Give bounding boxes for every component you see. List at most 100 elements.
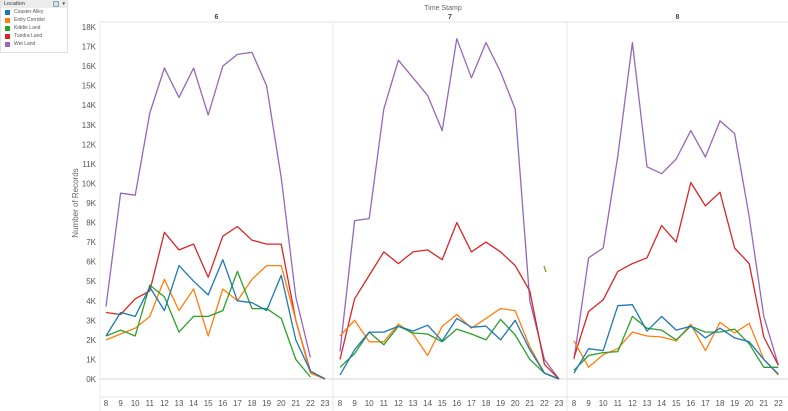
x-tick-label: 11 — [146, 399, 155, 408]
y-tick-label: 12K — [82, 140, 97, 149]
color-legend: Location ▾ Coaster Alley Entry Corridor Ki… — [0, 0, 68, 53]
series-line-coaster-alley — [339, 317, 560, 380]
series-line-entry-corridor — [339, 307, 560, 380]
stray-mark — [543, 265, 547, 273]
legend-item[interactable]: Coaster Alley — [1, 8, 67, 16]
panel-header: 7 — [448, 14, 452, 21]
x-tick-label: 14 — [189, 399, 198, 408]
legend-item[interactable]: Kiddie Land — [1, 24, 67, 32]
y-tick-label: 15K — [82, 82, 97, 91]
x-tick-label: 17 — [233, 399, 242, 408]
x-tick-label: 20 — [745, 399, 754, 408]
x-tick-label: 15 — [204, 399, 213, 408]
highlight-pen-icon[interactable] — [53, 1, 59, 7]
legend-label: Coaster Alley — [14, 9, 44, 15]
y-tick-label: 7K — [86, 238, 96, 247]
x-tick-label: 12 — [394, 399, 403, 408]
x-tick-label: 11 — [614, 399, 623, 408]
y-tick-label: 17K — [82, 43, 97, 52]
x-tick-label: 9 — [586, 399, 591, 408]
x-tick-label: 17 — [701, 399, 710, 408]
y-tick-label: 0K — [86, 375, 96, 384]
legend-label: Entry Corridor — [14, 17, 46, 23]
y-tick-label: 9K — [86, 199, 96, 208]
legend-item[interactable]: Wet Land — [1, 40, 67, 48]
legend-swatch — [5, 25, 10, 31]
x-tick-label: 13 — [175, 399, 184, 408]
y-tick-label: 16K — [82, 62, 97, 71]
x-tick-label: 14 — [423, 399, 432, 408]
series-line-wet-land — [339, 38, 560, 380]
x-tick-label: 13 — [643, 399, 652, 408]
x-tick-label: 23 — [555, 399, 564, 408]
series-line-tundra-land — [339, 221, 560, 380]
y-tick-label: 5K — [86, 277, 96, 286]
x-tick-label: 21 — [759, 399, 768, 408]
series-line-kiddie-land — [105, 270, 311, 378]
legend-label: Wet Land — [14, 41, 36, 47]
series-line-tundra-land — [105, 225, 326, 380]
legend-menu-chevron-icon[interactable]: ▾ — [62, 1, 65, 7]
x-tick-label: 14 — [657, 399, 666, 408]
x-tick-label: 9 — [352, 399, 357, 408]
x-tick-label: 20 — [511, 399, 520, 408]
series-line-kiddie-land — [339, 318, 560, 380]
y-tick-label: 2K — [86, 336, 96, 345]
y-tick-label: 13K — [82, 121, 97, 130]
legend-swatch — [5, 17, 10, 23]
y-axis-label: Number of Records — [71, 168, 80, 237]
x-tick-label: 15 — [438, 399, 447, 408]
x-tick-label: 8 — [572, 399, 577, 408]
x-tick-label: 12 — [160, 399, 169, 408]
legend-label: Kiddie Land — [14, 25, 41, 31]
x-tick-label: 21 — [525, 399, 534, 408]
legend-title: Location ▾ — [1, 0, 67, 8]
x-tick-label: 21 — [291, 399, 300, 408]
legend-item[interactable]: Entry Corridor — [1, 16, 67, 24]
x-tick-label: 23 — [321, 399, 330, 408]
legend-swatch — [5, 41, 10, 47]
x-tick-label: 10 — [365, 399, 374, 408]
y-tick-label: 14K — [82, 101, 97, 110]
series-line-wet-land — [573, 41, 780, 366]
x-tick-label: 19 — [496, 399, 505, 408]
x-tick-label: 18 — [482, 399, 491, 408]
column-header-title: Time Stamp — [424, 5, 462, 12]
series-line-wet-land — [105, 51, 312, 358]
y-tick-label: 4K — [86, 297, 96, 306]
x-tick-label: 13 — [409, 399, 418, 408]
legend-item[interactable]: Tundra Land — [1, 32, 67, 40]
y-tick-label: 8K — [86, 219, 96, 228]
x-tick-label: 10 — [131, 399, 140, 408]
x-tick-label: 22 — [306, 399, 315, 408]
y-tick-label: 10K — [82, 179, 97, 188]
x-tick-label: 16 — [452, 399, 461, 408]
y-tick-label: 11K — [82, 160, 96, 169]
x-tick-label: 16 — [686, 399, 695, 408]
series-line-coaster-alley — [573, 304, 779, 375]
x-tick-label: 9 — [118, 399, 123, 408]
legend-label: Tundra Land — [14, 33, 43, 39]
y-tick-label: 6K — [86, 258, 96, 267]
panel-header: 6 — [215, 14, 219, 21]
x-tick-label: 12 — [628, 399, 637, 408]
y-tick-label: 18K — [82, 23, 97, 32]
legend-swatch — [5, 33, 10, 39]
panel-header: 8 — [676, 14, 680, 21]
series-line-tundra-land — [573, 181, 779, 366]
x-tick-label: 15 — [672, 399, 681, 408]
legend-swatch — [5, 9, 10, 15]
x-tick-label: 18 — [716, 399, 725, 408]
y-tick-label: 3K — [86, 316, 96, 325]
x-tick-label: 11 — [380, 399, 389, 408]
x-tick-label: 10 — [599, 399, 608, 408]
x-tick-label: 19 — [730, 399, 739, 408]
series-line-kiddie-land — [573, 315, 779, 371]
series-line-coaster-alley — [105, 259, 326, 380]
x-tick-label: 19 — [262, 399, 271, 408]
x-tick-label: 17 — [467, 399, 476, 408]
y-tick-label: 1K — [86, 355, 96, 364]
x-tick-label: 8 — [104, 399, 109, 408]
x-tick-label: 20 — [277, 399, 286, 408]
